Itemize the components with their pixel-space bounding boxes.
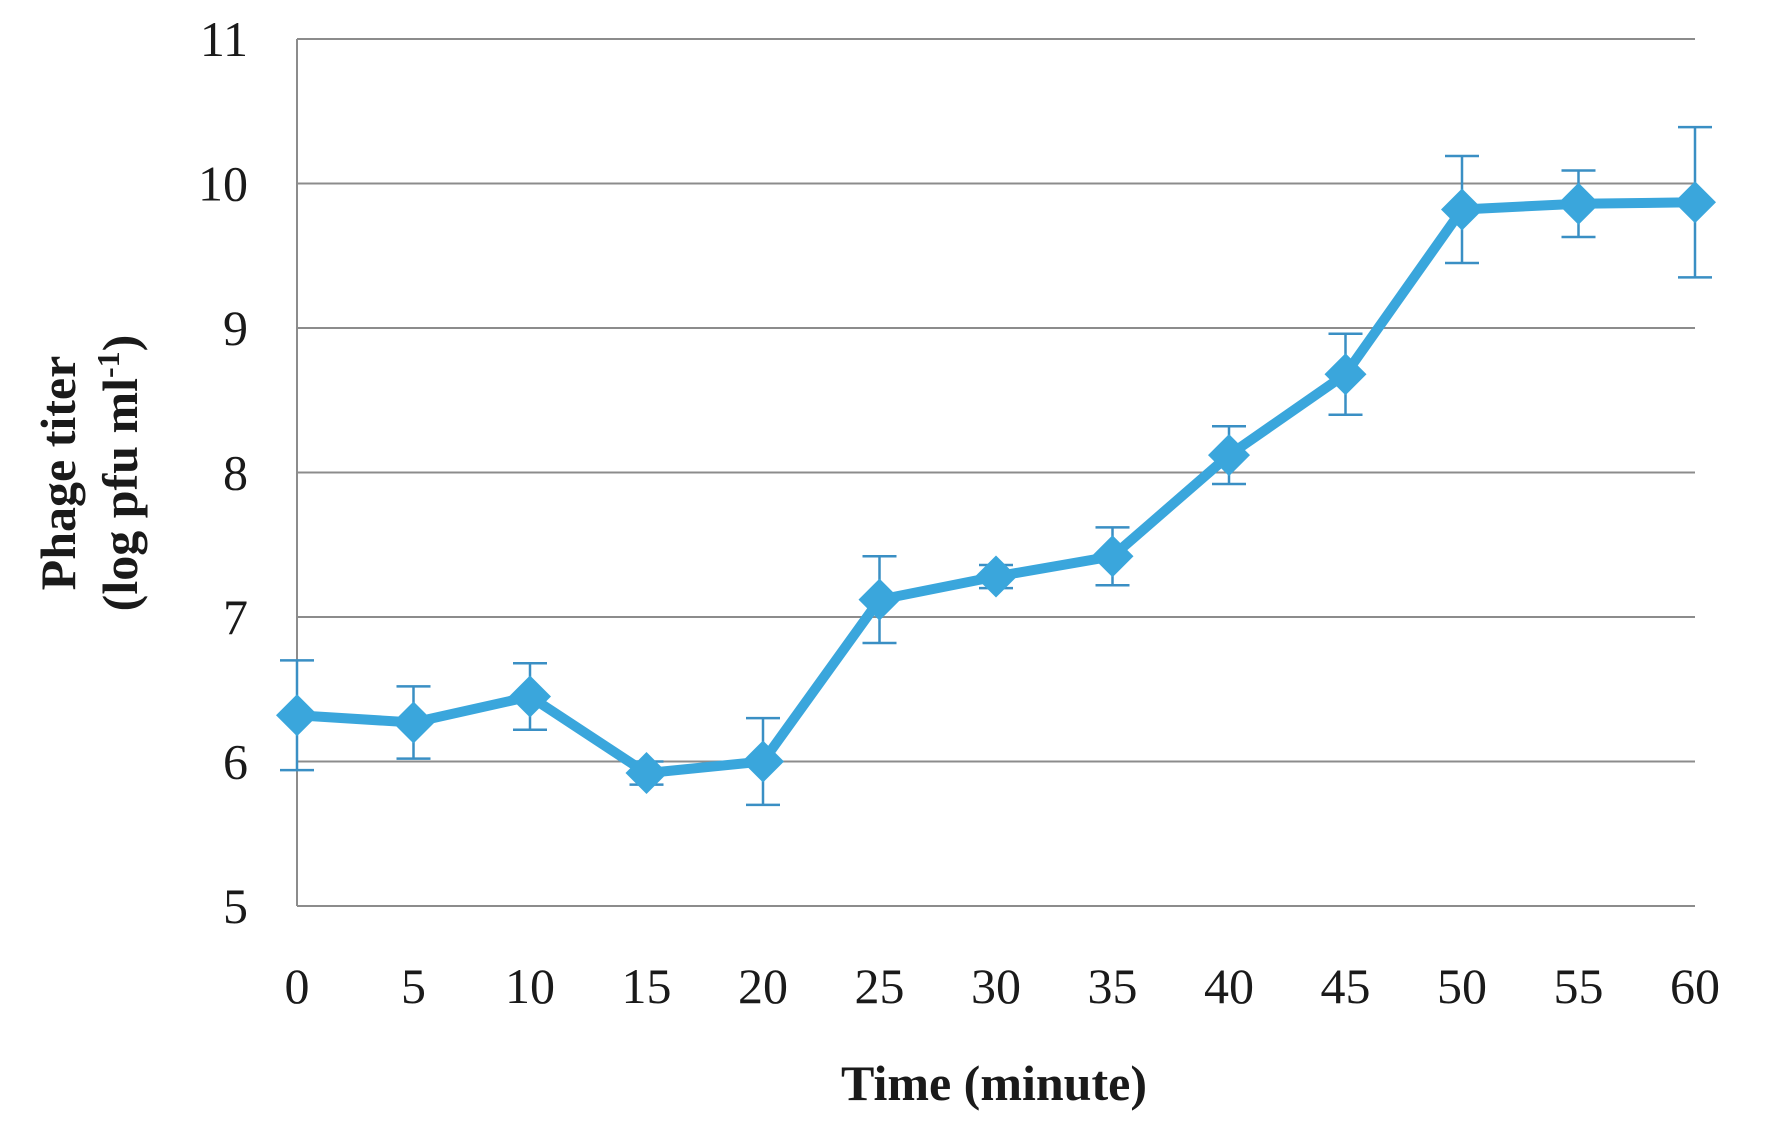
gridlines [296,38,1695,907]
y-axis-title-line2: (log pfu ml-1) [90,335,148,612]
x-tick-label: 15 [622,958,672,1014]
x-tick-label: 50 [1437,958,1487,1014]
y-tick-label: 11 [200,11,248,67]
y-tick-label: 7 [223,589,248,645]
x-tick-label: 55 [1554,958,1604,1014]
x-tick-label: 30 [971,958,1021,1014]
data-point [392,701,435,744]
data-point [1674,181,1716,224]
x-tick-label: 35 [1088,958,1138,1014]
y-tick-label: 10 [198,156,248,212]
x-tick-label: 60 [1670,958,1720,1014]
y-tick-label: 6 [223,734,248,790]
data-point [975,555,1017,598]
data-point [1441,188,1483,231]
series-line [296,197,1696,779]
y-axis-ticks: 5 6 7 8 9 10 11 [198,11,248,934]
y-axis-title-unit: (log pfu ml [92,378,148,611]
series-group [276,181,1716,795]
x-tick-label: 5 [401,958,426,1014]
y-axis-title: Phage titer (log pfu ml-1) [30,335,148,612]
error-bars [280,125,1712,807]
y-tick-label: 8 [223,445,248,501]
data-point [509,675,551,718]
x-tick-label: 40 [1204,958,1254,1014]
x-axis-title: Time (minute) [841,1055,1147,1111]
y-tick-label: 5 [223,878,248,934]
y-axis-title-close-paren: ) [92,335,148,352]
x-tick-label: 20 [738,958,788,1014]
x-tick-label: 45 [1321,958,1371,1014]
data-point [858,578,901,621]
y-axis-title-line1: Phage titer [30,356,86,591]
data-point [276,694,318,737]
data-point [742,740,784,783]
data-point [1208,434,1250,477]
data-point [1091,535,1134,578]
x-axis-ticks: 0 5 10 15 20 25 30 35 40 45 50 55 60 [285,958,1721,1014]
y-axis-title-superscript: -1 [90,351,126,378]
data-point [625,752,668,795]
data-point [1324,353,1367,396]
x-tick-label: 0 [285,958,310,1014]
data-point [1557,182,1600,225]
x-tick-label: 10 [505,958,555,1014]
y-tick-label: 9 [223,300,248,356]
x-tick-label: 25 [855,958,905,1014]
